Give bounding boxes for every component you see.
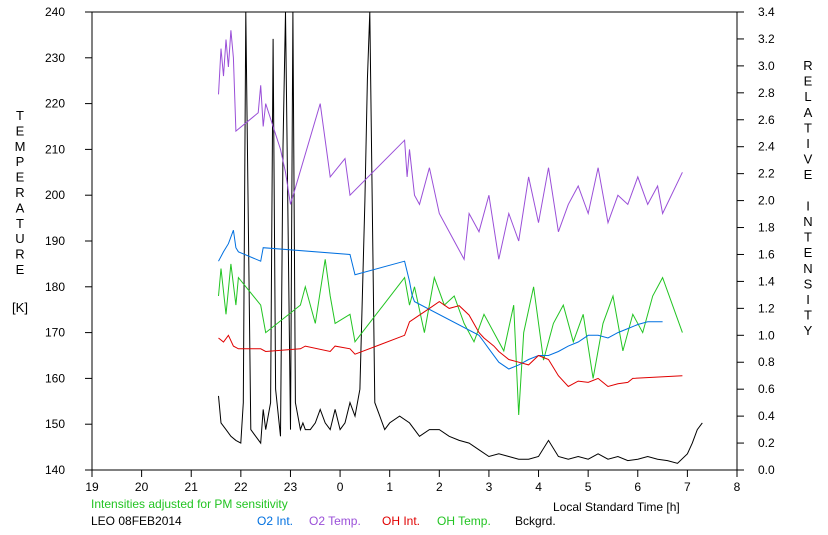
y-right-tick-label: 3.0 — [758, 59, 775, 73]
y-right-title-letter: I — [806, 136, 810, 151]
series-oh-temp — [218, 259, 683, 416]
y-right-tick-label: 2.8 — [758, 86, 775, 100]
legend-o2-int: O2 Int. — [257, 514, 294, 528]
y-left-axis: 140 150 160 170 180 190 200 210 220 230 240 — [45, 5, 92, 477]
plot-area — [91, 11, 738, 471]
y-left-tick-label: 230 — [45, 51, 65, 65]
y-left-title-letter: A — [16, 200, 25, 215]
x-axis: 19 20 21 22 23 0 1 2 3 4 5 6 7 8 — [85, 470, 741, 494]
y-left-title-letter: E — [16, 123, 25, 138]
y-right-tick-label: 1.4 — [758, 274, 775, 288]
y-right-title-letter: T — [804, 230, 812, 245]
y-right-title-letter: I — [806, 198, 810, 213]
y-left-tick-label: 170 — [45, 326, 65, 340]
y-right-title-letter: N — [803, 261, 812, 276]
station-label: LEO 08FEB2014 — [91, 514, 182, 528]
legend-oh-int: OH Int. — [382, 514, 421, 528]
x-tick-label: 0 — [337, 480, 344, 494]
y-left-title-letter: U — [15, 231, 24, 246]
series-bckgrd — [218, 12, 703, 464]
y-right-title-letter: E — [804, 245, 813, 260]
y-left-tick-label: 140 — [45, 463, 65, 477]
legend: O2 Int. O2 Temp. OH Int. OH Temp. Bckgrd… — [0, 514, 828, 532]
y-right-tick-label: 0.8 — [758, 355, 775, 369]
x-tick-label: 20 — [135, 480, 149, 494]
y-left-tick-label: 220 — [45, 97, 65, 111]
x-tick-label: 22 — [234, 480, 248, 494]
x-axis-label: Local Standard Time [h] — [553, 500, 680, 514]
legend-bckgrd: Bckgrd. — [515, 514, 556, 528]
y-right-tick-label: 1.2 — [758, 301, 775, 315]
y-right-title-letter: S — [804, 276, 813, 291]
y-left-title-letter: R — [15, 185, 24, 200]
x-tick-label: 21 — [185, 480, 199, 494]
y-right-tick-label: 0.0 — [758, 463, 775, 477]
y-right-axis: 0.0 0.2 0.4 0.6 0.8 1.0 1.2 1.4 1.6 1.8 2.0 2.2 2.4 2… — [737, 5, 775, 477]
y-right-title-letter: E — [804, 74, 813, 89]
y-right-title-letter: Y — [804, 323, 813, 338]
y-right-tick-label: 2.4 — [758, 140, 775, 154]
y-right-title-letter: R — [803, 58, 812, 73]
y-right-title-letter: A — [804, 105, 813, 120]
x-tick-label: 1 — [386, 480, 393, 494]
series-layer — [218, 12, 703, 464]
series-oh-int — [218, 300, 683, 388]
x-tick-label: 6 — [634, 480, 641, 494]
x-tick-label: 8 — [734, 480, 741, 494]
x-tick-label: 4 — [535, 480, 542, 494]
y-right-tick-label: 1.8 — [758, 221, 775, 235]
y-right-tick-label: 0.4 — [758, 409, 775, 423]
y-right-tick-label: 2.6 — [758, 113, 775, 127]
y-right-title-letter: L — [804, 89, 811, 104]
y-right-tick-label: 0.2 — [758, 436, 775, 450]
y-right-tick-label: 1.6 — [758, 247, 775, 261]
y-left-tick-label: 240 — [45, 5, 65, 19]
legend-o2-temp: O2 Temp. — [309, 514, 361, 528]
y-right-title-letter: I — [806, 292, 810, 307]
y-left-unit: [K] — [12, 300, 28, 315]
y-left-tick-label: 190 — [45, 234, 65, 248]
x-tick-label: 7 — [684, 480, 691, 494]
pm-note: Intensities adjusted for PM sensitivity — [91, 497, 288, 511]
x-tick-label: 23 — [284, 480, 298, 494]
y-right-tick-label: 0.6 — [758, 382, 775, 396]
y-right-tick-label: 3.4 — [758, 5, 775, 19]
y-left-tick-label: 200 — [45, 188, 65, 202]
y-left-tick-label: 160 — [45, 371, 65, 385]
y-left-tick-label: 210 — [45, 142, 65, 156]
y-right-tick-label: 2.0 — [758, 194, 775, 208]
y-left-title-letter: M — [15, 139, 26, 154]
y-right-title-letter: V — [804, 152, 813, 167]
y-right-tick-label: 3.2 — [758, 32, 775, 46]
y-left-title-letter: T — [16, 108, 24, 123]
series-o2-int — [218, 230, 663, 370]
y-left-title-letter: R — [15, 247, 24, 262]
y-right-title-letter: T — [804, 120, 812, 135]
y-left-tick-label: 180 — [45, 280, 65, 294]
x-tick-label: 2 — [436, 480, 443, 494]
y-right-title-letter: E — [804, 167, 813, 182]
y-left-tick-label: 150 — [45, 417, 65, 431]
y-right-tick-label: 2.2 — [758, 167, 775, 181]
x-tick-label: 5 — [585, 480, 592, 494]
series-o2-temp — [218, 30, 683, 261]
y-right-title-letter: N — [803, 214, 812, 229]
y-left-title-letter: E — [16, 170, 25, 185]
y-right-title-letter: T — [804, 308, 812, 323]
legend-oh-temp: OH Temp. — [437, 514, 491, 528]
x-tick-label: 19 — [85, 480, 99, 494]
x-tick-label: 3 — [486, 480, 493, 494]
y-left-title-letter: E — [16, 262, 25, 277]
y-right-tick-label: 1.0 — [758, 328, 775, 342]
y-left-title-letter: T — [16, 216, 24, 231]
y-left-title-letter: P — [16, 154, 25, 169]
